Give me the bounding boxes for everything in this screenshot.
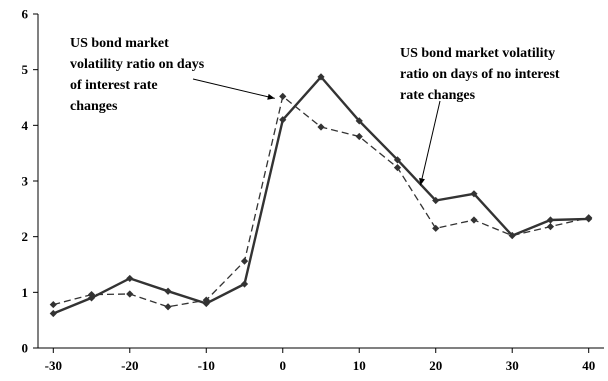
series-layer <box>49 73 593 318</box>
data-point-marker <box>279 92 287 100</box>
data-point-marker <box>393 164 402 172</box>
annotation-line: ratio on days of no interest <box>400 67 560 82</box>
data-point-marker <box>355 117 363 125</box>
x-tick-label: -30 <box>45 358 62 373</box>
data-point-marker <box>164 287 172 295</box>
data-point-marker <box>49 300 57 309</box>
data-point-marker <box>164 303 172 311</box>
data-point-marker <box>432 224 440 232</box>
annotation-arrow <box>192 78 275 99</box>
annotation-line: rate changes <box>400 88 476 103</box>
x-tick-label: 0 <box>280 358 287 373</box>
annotation-line: of interest rate <box>70 78 158 93</box>
data-point-marker <box>240 257 249 265</box>
x-tick-label: 30 <box>506 358 519 373</box>
axes: 0 1 2 3 4 5 6 -30 -20 -10 0 10 20 30 40 <box>22 7 604 373</box>
data-point-marker <box>508 231 516 240</box>
data-point-marker <box>585 214 593 222</box>
annotation-line: US bond market volatility <box>400 46 555 61</box>
annotation-arrowhead <box>419 177 425 186</box>
annotations-layer: US bond market volatility ratio on days of… <box>70 36 560 186</box>
x-tick-label: 40 <box>582 358 595 373</box>
data-point-marker <box>317 73 325 81</box>
x-tick-label: 10 <box>353 358 366 373</box>
x-tick-label: -20 <box>121 358 138 373</box>
annotation-arrow <box>419 100 441 186</box>
y-tick-label: 5 <box>22 62 29 77</box>
data-point-marker <box>126 290 134 298</box>
y-tick-label: 6 <box>22 7 29 22</box>
annotation-text: US bond market volatility ratio on days o… <box>400 46 560 103</box>
y-tick-label: 2 <box>22 229 29 244</box>
x-tick-label: 20 <box>429 358 442 373</box>
data-point-marker <box>240 280 249 288</box>
y-tick-label: 0 <box>22 341 29 356</box>
annotation-line: US bond market <box>70 36 169 51</box>
data-point-marker <box>470 216 478 224</box>
data-point-marker <box>202 296 210 304</box>
annotation-line: changes <box>70 99 118 114</box>
data-point-marker <box>317 123 325 131</box>
annotation-text: US bond market volatility ratio on days of… <box>70 36 205 114</box>
y-tick-label: 4 <box>22 118 29 133</box>
annotation-line: volatility ratio on days <box>70 57 205 72</box>
data-point-marker <box>393 156 402 164</box>
data-point-marker <box>432 196 440 205</box>
y-tick-label: 3 <box>22 174 29 189</box>
data-point-marker <box>355 132 363 141</box>
x-tick-label: -10 <box>198 358 215 373</box>
data-point-marker <box>546 216 555 224</box>
annotation-arrowhead <box>267 93 275 100</box>
data-point-marker <box>49 309 57 318</box>
data-point-marker <box>126 274 134 283</box>
y-tick-label: 1 <box>22 285 29 300</box>
data-point-marker <box>279 116 287 124</box>
series-line-solid <box>52 75 589 315</box>
data-point-marker <box>546 223 555 231</box>
data-point-marker <box>470 190 478 198</box>
data-point-marker <box>87 290 96 299</box>
